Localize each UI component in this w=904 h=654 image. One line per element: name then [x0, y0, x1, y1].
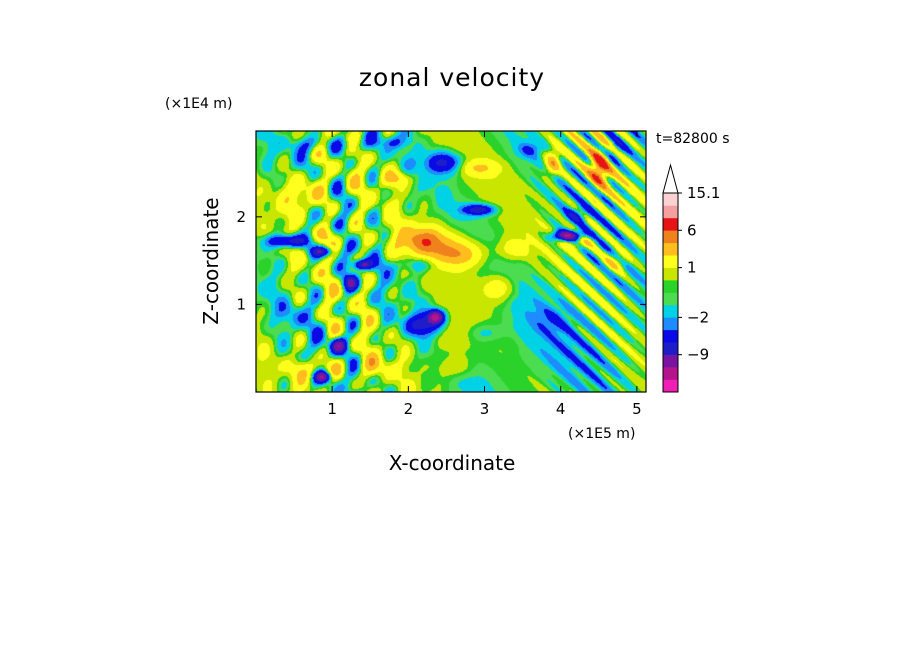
- x-axis-ticks: 1 2 3 4 5: [327, 131, 642, 418]
- colorbar-extend-arrow: [662, 163, 679, 194]
- colorbar-segment: [663, 354, 678, 368]
- velocity-field-image: [256, 131, 646, 392]
- x-tick-label: 2: [404, 400, 414, 418]
- colorbar-segment: [663, 242, 678, 256]
- y-tick-label: 2: [236, 208, 246, 226]
- x-tick-label: 5: [632, 400, 642, 418]
- y-axis-ticks: 12: [236, 208, 646, 313]
- x-tick-label: 4: [556, 400, 566, 418]
- colorbar-label: 15.1: [687, 184, 720, 202]
- y-units-label: (×1E4 m): [165, 96, 232, 112]
- colorbar-segment: [663, 193, 678, 206]
- colorbar-segment: [663, 329, 678, 343]
- x-axis-label: X-coordinate: [389, 451, 516, 475]
- colorbar-label: −9: [687, 346, 709, 364]
- colorbar-segment: [663, 267, 678, 281]
- y-tick-label: 1: [236, 295, 246, 313]
- colorbar-label: −2: [687, 308, 709, 326]
- colorbar-segment: [663, 292, 678, 306]
- colorbar: 15.1 6 1 −2 −9: [662, 163, 720, 393]
- colorbar-segment: [663, 217, 678, 231]
- colorbar-segment: [663, 255, 678, 268]
- time-label: t=82800 s: [656, 131, 730, 147]
- colorbar-segment: [663, 280, 678, 293]
- colorbar-segment: [663, 342, 678, 355]
- plot-frame: [255, 130, 647, 393]
- colorbar-segment: [663, 230, 678, 244]
- y-axis-label: Z-coordinate: [199, 197, 223, 324]
- colorbar-segment: [663, 205, 678, 219]
- colorbar-label: 1: [687, 259, 697, 277]
- chart-title: zonal velocity: [359, 63, 545, 92]
- colorbar-segment: [663, 367, 678, 380]
- x-tick-label: 1: [327, 400, 337, 418]
- x-units-label: (×1E5 m): [568, 426, 635, 442]
- colorbar-segment: [663, 304, 678, 318]
- x-tick-label: 3: [480, 400, 490, 418]
- colorbar-segment: [663, 317, 678, 331]
- colorbar-frame: [662, 192, 679, 393]
- colorbar-label: 6: [687, 221, 697, 239]
- colorbar-segment: [663, 379, 678, 393]
